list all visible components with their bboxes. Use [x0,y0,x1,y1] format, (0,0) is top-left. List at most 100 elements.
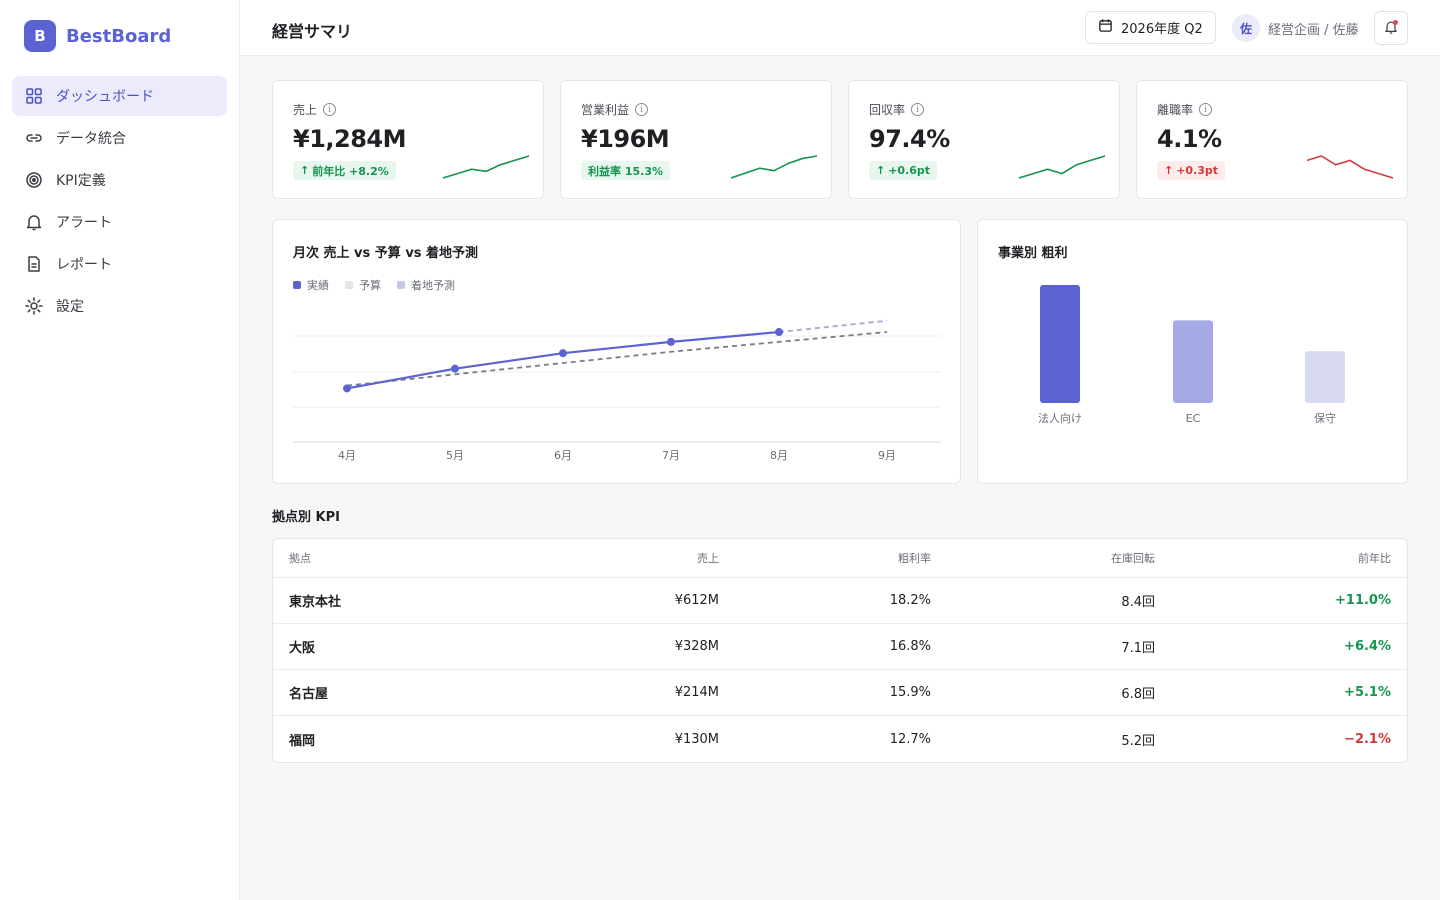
sidebar-item-kpi-definition[interactable]: KPI定義 [12,160,227,200]
sidebar-item-label: レポート [56,257,112,273]
cell-site: 大阪 [289,641,316,656]
bar-category-label: EC [1186,412,1201,425]
data-point[interactable] [775,328,783,337]
chart-title: 月次 売上 vs 予算 vs 着地予測 [293,246,479,261]
column-header[interactable]: 粗利率 [898,552,931,565]
data-point[interactable] [451,364,459,373]
chart-title: 事業別 粗利 [998,246,1068,261]
sparkline [1019,155,1105,179]
arrow-up-icon: ↑ [1164,164,1174,177]
cell-margin: 12.7% [889,731,931,747]
chart-legend: 実績 予算 着地予測 [293,277,455,293]
table-row[interactable]: 大阪 ¥328M 16.8% 7.1回 +6.4% [273,624,1407,670]
cell-yoy: +6.4% [1344,639,1391,654]
period-selector[interactable]: 2026年度 Q2 [1085,11,1216,44]
bar[interactable] [1173,320,1213,403]
sidebar-item-dashboard[interactable]: ダッシュボード [12,76,227,116]
info-icon[interactable]: i [1199,103,1213,116]
legend-item-budget[interactable]: 予算 [345,277,381,293]
avatar: 佐 [1232,14,1260,42]
x-tick-label: 4月 [338,449,356,462]
legend-item-actual[interactable]: 実績 [293,277,329,293]
kpi-label: 営業利益 [581,103,630,117]
sidebar: B BestBoard ダッシュボード データ統合 KPI定義 アラート [0,0,240,900]
segment-gross-profit-panel: 事業別 粗利 法人向け EC 保守 [977,219,1408,484]
sparkline [1307,155,1393,179]
target-icon [24,170,44,190]
kpi-badge: ↑ 前年比 +8.2% [293,161,396,180]
column-header[interactable]: 前年比 [1358,552,1391,565]
user-name: 経営企画 / 佐藤 [1268,22,1359,38]
data-point[interactable] [667,337,675,346]
x-tick-label: 8月 [770,449,788,462]
kpi-badge: ↑ +0.6pt [869,161,938,180]
sparkline [731,155,817,179]
sidebar-item-label: アラート [56,215,112,231]
cell-turnover: 6.8回 [1121,687,1155,702]
cell-turnover: 8.4回 [1121,595,1155,610]
column-header[interactable]: 在庫回転 [1111,552,1155,565]
kpi-card-operating-profit[interactable]: 営業利益 i ¥196M 利益率 15.3% [560,80,832,199]
info-icon[interactable]: i [323,103,337,116]
user-menu[interactable]: 佐 経営企画 / 佐藤 [1232,14,1359,42]
sparkline-path [1307,155,1393,179]
gear-icon [24,296,44,316]
sidebar-item-alerts[interactable]: アラート [12,202,227,242]
kpi-badge: ↑ +0.3pt [1157,161,1226,180]
series-line-forecast [778,319,888,334]
info-icon[interactable]: i [635,103,649,116]
cell-margin: 16.8% [889,639,931,654]
cell-turnover: 7.1回 [1121,641,1155,656]
data-point[interactable] [343,384,351,393]
sidebar-item-reports[interactable]: レポート [12,244,227,284]
bar[interactable] [1040,285,1080,403]
x-tick-label: 9月 [878,449,896,462]
cell-yoy: −2.1% [1344,731,1391,747]
bar-category-label: 保守 [1314,411,1336,425]
kpi-label: 売上 [293,103,318,117]
sparkline-path [1019,155,1105,179]
series-line-actual [346,330,780,390]
kpi-value: ¥1,284M [293,125,407,153]
sparkline-path [443,155,529,179]
table-row[interactable]: 名古屋 ¥214M 15.9% 6.8回 +5.1% [273,670,1407,716]
data-point[interactable] [559,349,567,358]
cell-sales: ¥130M [674,731,719,747]
cell-margin: 18.2% [889,593,931,608]
kpi-card-turnover-rate[interactable]: 離職率 i 4.1% ↑ +0.3pt [1136,80,1408,199]
table-row[interactable]: 福岡 ¥130M 12.7% 5.2回 −2.1% [273,716,1407,762]
brand-logo: B [24,20,56,52]
sidebar-item-label: ダッシュボード [56,89,154,105]
cell-site: 名古屋 [289,687,329,702]
sidebar-item-data-integration[interactable]: データ統合 [12,118,227,158]
kpi-value: 4.1% [1157,125,1222,153]
monthly-sales-chart-panel: 月次 売上 vs 予算 vs 着地予測 実績 予算 着地予測 4月 5月 6月 7月 8… [272,219,961,484]
cell-site: 福岡 [289,733,316,749]
table-row[interactable]: 東京本社 ¥612M 18.2% 8.4回 +11.0% [273,578,1407,624]
kpi-badge: 利益率 15.3% [581,161,670,180]
bar-chart: 法人向け EC 保守 [1038,285,1345,425]
bell-icon [24,212,44,232]
cell-yoy: +5.1% [1344,685,1391,700]
kpi-card-sales[interactable]: 売上 i ¥1,284M ↑ 前年比 +8.2% [272,80,544,199]
sidebar-item-label: KPI定義 [56,173,106,189]
brand[interactable]: B BestBoard [24,20,171,52]
sidebar-item-settings[interactable]: 設定 [12,286,227,326]
notification-dot [1393,20,1398,25]
brand-name: BestBoard [66,25,172,47]
column-header[interactable]: 拠点 [289,552,311,565]
arrow-up-icon: ↑ [876,164,886,177]
sparkline-path [731,155,817,179]
info-icon[interactable]: i [911,103,925,116]
legend-item-forecast[interactable]: 着地予測 [397,277,455,293]
link-icon [24,128,44,148]
bar[interactable] [1305,351,1345,403]
notifications-button[interactable] [1374,11,1408,45]
column-header[interactable]: 売上 [697,552,719,565]
cell-sales: ¥328M [674,639,719,654]
calendar-icon [1098,18,1113,37]
kpi-card-collection-rate[interactable]: 回収率 i 97.4% ↑ +0.6pt [848,80,1120,199]
table-header: 拠点 売上 粗利率 在庫回転 前年比 [273,539,1407,578]
document-icon [24,254,44,274]
cell-yoy: +11.0% [1335,593,1391,608]
